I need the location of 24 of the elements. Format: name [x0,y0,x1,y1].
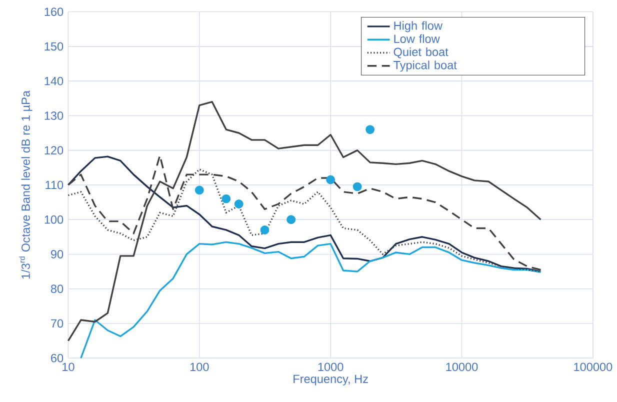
x-tick-label: 10000 [446,362,478,371]
legend-label: High flow [394,20,443,32]
x-tick-label: 1000 [318,362,344,371]
y-tick-label: 120 [44,146,64,154]
y-axis-title: 1/3$^{rd}$ Octave Band level dB re 1 µPa [19,90,32,278]
y-tick-label: 150 [44,42,64,50]
y-tick-label: 100 [44,215,64,224]
y-tick-label: 90 [51,250,64,258]
y-tick-label: 70 [51,319,64,328]
y-tick-label: 110 [46,180,64,189]
y-tick-label: 140 [44,76,64,86]
y-tick-label: 130 [44,111,64,120]
line-series [67,100,542,342]
legend-label: Low flow [394,34,440,43]
legend-label: Typical boat [394,60,457,72]
line-series [80,241,542,359]
y-tick-label: 80 [50,284,64,293]
y-tick-label: 160 [44,7,64,16]
y-tick-label: 60 [51,354,64,362]
x-tick-label: 10 [62,362,74,371]
legend-label: Quiet boat [394,47,448,58]
x-tick-label: 100000 [574,362,612,371]
x-tick-label: 100 [190,362,209,371]
x-axis-title: Frequency, Hz [294,374,368,386]
